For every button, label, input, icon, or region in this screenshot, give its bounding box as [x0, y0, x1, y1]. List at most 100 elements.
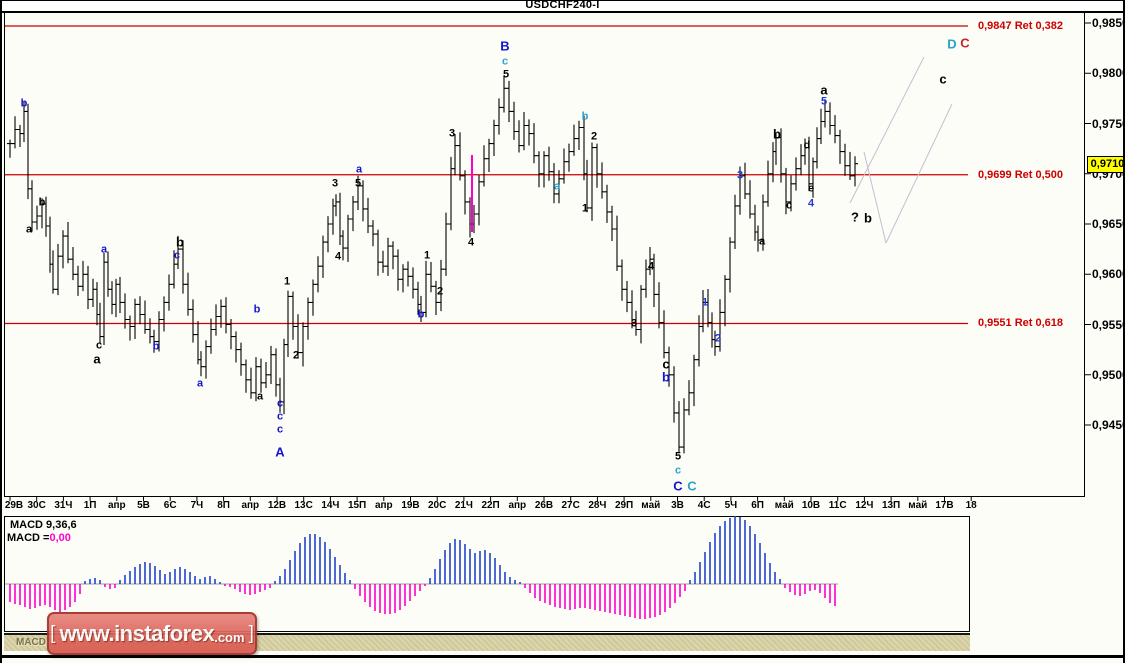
time-axis-label: 20С — [428, 500, 447, 511]
wave-label: 1 — [283, 275, 291, 288]
wave-label: 1 — [701, 296, 709, 309]
logo-bracket-right: ] — [248, 622, 254, 644]
wave-label: c — [662, 356, 670, 372]
wave-label: 3 — [630, 317, 638, 330]
time-axis-label: 19В — [401, 500, 420, 511]
wave-label: a — [820, 82, 828, 98]
wave-label: a — [553, 180, 561, 193]
time-axis-label: 12Ч — [855, 500, 874, 511]
instaforex-logo-link[interactable]: [ www.instaforex .com ] — [47, 612, 257, 655]
wave-label: b — [38, 196, 46, 209]
wave-label: b — [773, 126, 781, 142]
fib-label-382: 0,9847 Ret 0,382 — [978, 20, 1064, 32]
logo-tld-text: .com — [214, 629, 245, 645]
time-axis-label: 21Ч — [454, 500, 473, 511]
time-axis-label: 29В — [4, 500, 24, 511]
wave-label: c — [173, 249, 181, 262]
time-axis-label: апр — [107, 500, 126, 511]
current-price-tag: 0,9710 — [1087, 155, 1123, 173]
chart-title: USDCHF240-I — [525, 0, 600, 11]
wave-label: 3 — [736, 169, 744, 182]
macd-histogram-positive — [84, 516, 781, 584]
wave-label: b — [864, 210, 872, 226]
wave-label: a — [256, 390, 264, 403]
wave-label: C — [687, 478, 697, 494]
macd-indicator-label: MACD 9,36,6 — [10, 519, 77, 531]
fib-label-618: 0,9551 Ret 0,618 — [978, 317, 1064, 330]
wave-label: 1 — [581, 202, 589, 215]
time-axis-label: май — [641, 500, 661, 511]
macd-value-prefix: MACD = — [7, 532, 50, 544]
time-axis-label: 7Ч — [190, 500, 204, 511]
wave-label: c — [674, 464, 682, 477]
time-axis-label: апр — [374, 500, 393, 511]
wave-label: 3 — [448, 127, 456, 140]
wave-label: 4 — [647, 260, 655, 273]
time-axis-label: 5В — [137, 500, 150, 511]
wave-label: b — [581, 110, 589, 123]
time-axis-label: 30С — [27, 500, 46, 511]
time-axis-label: 31Ч — [54, 500, 73, 511]
strip-macd-caption: MACD 9,36,6 — [16, 637, 77, 648]
wave-label: ? — [851, 209, 859, 225]
ohlc-bars — [7, 75, 858, 454]
wave-label: c — [276, 397, 284, 410]
logo-domain-text: www.instaforex — [59, 620, 215, 646]
wave-label: C — [673, 478, 683, 494]
wave-label: b — [662, 369, 670, 385]
plot-border — [4, 11, 1085, 497]
wave-label: 3 — [331, 177, 339, 190]
wave-label: D — [947, 36, 957, 52]
wave-label: a — [196, 377, 204, 390]
price-axis-label: 0,9450 — [1092, 418, 1123, 432]
time-axis-label: 13С — [294, 500, 313, 511]
wave-label: a — [758, 235, 766, 248]
time-axis-label: 15П — [347, 500, 367, 511]
projection-line-2 — [885, 103, 953, 244]
macd-value: 0,00 — [49, 532, 71, 544]
wave-label: b — [20, 97, 28, 110]
wave-label: e — [807, 182, 815, 195]
fib-label-500: 0,9699 Ret 0,500 — [978, 168, 1064, 181]
time-axis-label: май — [908, 500, 928, 511]
wave-label: b — [176, 234, 184, 250]
wave-label: B — [500, 38, 510, 54]
time-axis-label: 29П — [614, 500, 634, 511]
time-axis-label: 11С — [828, 500, 847, 511]
wave-label: b — [253, 303, 261, 316]
wave-label: b — [152, 340, 160, 353]
wave-label: c — [785, 199, 793, 212]
wave-label: a — [93, 351, 101, 367]
time-axis-label: 8П — [217, 500, 230, 511]
wave-label: 4 — [467, 236, 475, 249]
wave-label: c — [939, 71, 947, 87]
time-axis-label: 14Ч — [321, 500, 340, 511]
time-axis-label: апр — [508, 500, 527, 511]
time-axis-label: 10В — [801, 500, 821, 511]
projection-line-1 — [863, 151, 887, 244]
time-axis-label: 22П — [481, 500, 500, 511]
wave-label: d — [803, 139, 811, 152]
time-axis-label: май — [774, 500, 794, 511]
wave-label: C — [960, 35, 970, 51]
macd-value-label: MACD =0,00 — [7, 532, 71, 544]
wave-label: 5 — [502, 68, 510, 81]
wave-label: 4 — [334, 250, 342, 263]
logo-bracket-left: [ — [50, 622, 56, 644]
wave-label: 1 — [423, 249, 431, 262]
time-axis-label: 27С — [561, 500, 580, 511]
time-axis-label: 5Ч — [724, 500, 738, 511]
wave-label: A — [275, 444, 285, 460]
time-axis-label: 28Ч — [588, 500, 607, 511]
wave-label: c — [95, 339, 103, 352]
wave-label: 5 — [354, 177, 362, 190]
time-axis-label: 6С — [163, 500, 177, 511]
wave-label: 4 — [807, 197, 815, 210]
time-axis-label: 3В — [671, 500, 684, 511]
bottom-border — [2, 655, 1123, 658]
